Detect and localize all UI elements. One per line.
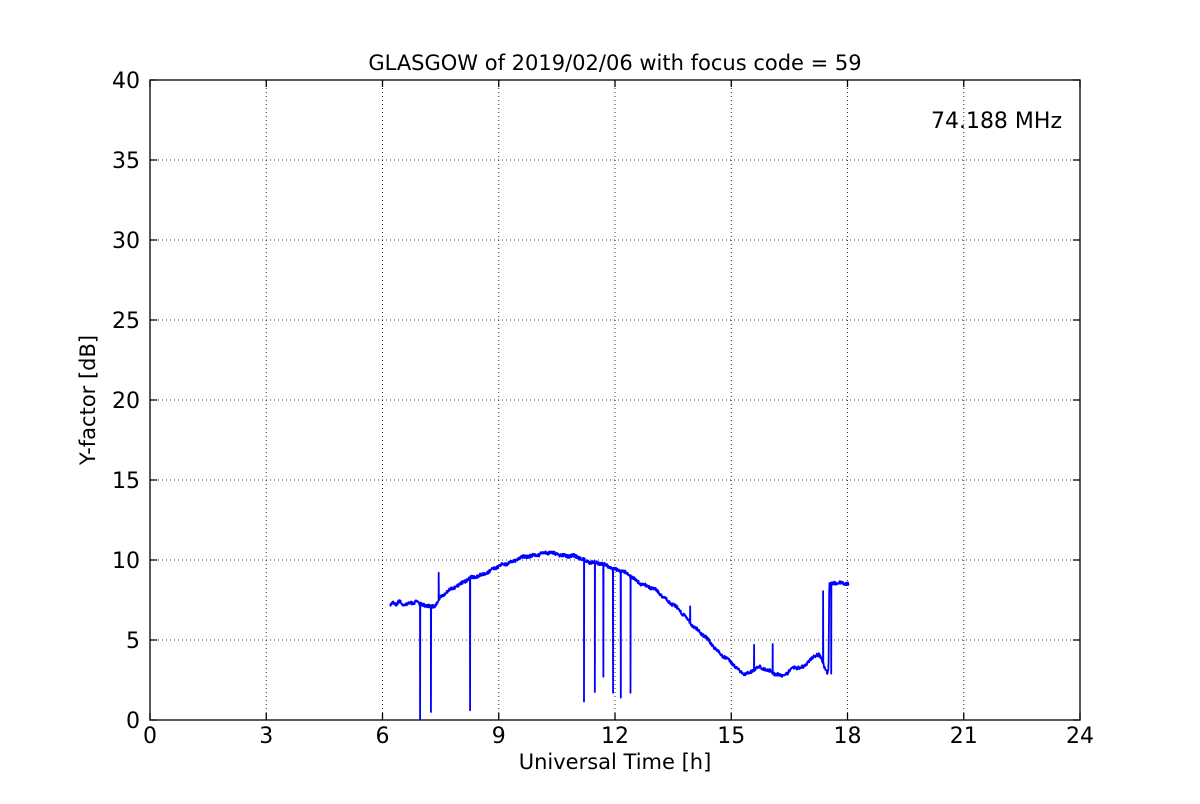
x-tick-labels: 0 3 6 9 12 15 18 21 24: [143, 724, 1094, 749]
y-tick-label: 35: [112, 149, 140, 174]
y-tick-label: 25: [112, 309, 140, 334]
y-tick-label: 0: [126, 709, 140, 734]
x-tick-label: 3: [259, 724, 273, 749]
data-line-y-factor: [389, 550, 850, 721]
x-tick-label: 6: [376, 724, 390, 749]
y-tick-label: 15: [112, 469, 140, 494]
y-tick-label: 20: [112, 389, 140, 414]
y-tick-label: 30: [112, 229, 140, 254]
x-tick-label: 9: [492, 724, 506, 749]
x-tick-label: 12: [601, 724, 629, 749]
y-tick-label: 40: [112, 69, 140, 94]
y-tick-label: 10: [112, 549, 140, 574]
frequency-annotation: 74.188 MHz: [931, 109, 1062, 134]
x-tick-label: 0: [143, 724, 157, 749]
x-tick-label: 18: [834, 724, 862, 749]
plot-frame: [149, 79, 1081, 721]
y-axis-label: Y-factor [dB]: [76, 335, 100, 466]
y-tick-label: 5: [126, 629, 140, 654]
x-tick-label: 24: [1066, 724, 1094, 749]
gridlines: [150, 80, 1080, 720]
x-tick-label: 15: [717, 724, 745, 749]
chart-title: GLASGOW of 2019/02/06 with focus code = …: [368, 51, 861, 75]
x-axis-label: Universal Time [h]: [519, 750, 712, 774]
y-tick-labels: 0 5 10 15 20 25 30 35 40: [112, 69, 140, 734]
x-tick-label: 21: [950, 724, 978, 749]
